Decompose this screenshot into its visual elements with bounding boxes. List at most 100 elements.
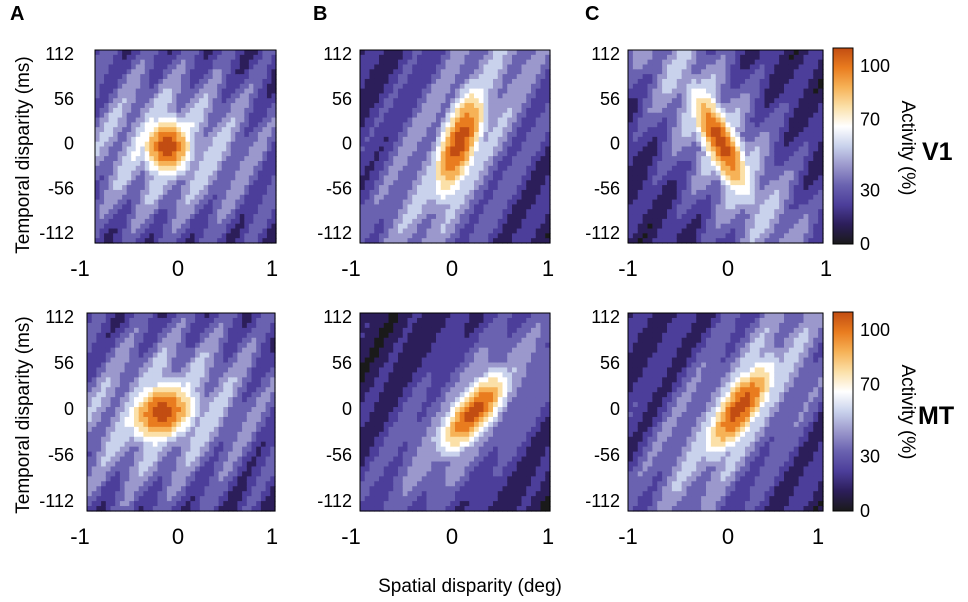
heatmap-cell [808, 59, 814, 66]
heatmap-cell [745, 141, 751, 148]
heatmap-cell [464, 209, 470, 215]
heatmap-cell [686, 199, 692, 205]
heatmap-cell [398, 136, 404, 143]
heatmap-cell [180, 194, 187, 201]
heatmap-cell [99, 112, 105, 119]
heatmap-cell [162, 209, 169, 215]
heatmap-cell [158, 83, 164, 90]
heatmap-cell [507, 127, 513, 133]
heatmap-cell [647, 69, 653, 75]
heatmap-cell [652, 132, 658, 138]
heatmap-cell [545, 175, 551, 181]
heatmap-cell [749, 50, 756, 56]
heatmap-cell [813, 122, 819, 128]
heatmap-cell [126, 175, 132, 181]
heatmap-cell [199, 117, 205, 123]
heatmap-cell [497, 228, 504, 234]
heatmap-cell [417, 156, 423, 162]
heatmap-cell [104, 141, 110, 148]
heatmap-cell [203, 64, 209, 70]
heatmap-cell [113, 117, 119, 123]
heatmap-cell [176, 98, 182, 104]
heatmap-cell [671, 199, 678, 205]
heatmap-cell [244, 156, 250, 162]
heatmap-cell [642, 151, 649, 157]
heatmap-cell [113, 218, 119, 225]
heatmap-cell [450, 112, 456, 119]
heatmap-cell [774, 214, 780, 220]
heatmap-cell [676, 156, 683, 162]
heatmap-cell [266, 64, 273, 70]
heatmap-cell [87, 436, 93, 443]
heatmap-cell [686, 185, 692, 191]
heatmap-cell [681, 141, 688, 148]
heatmap-cell [637, 83, 644, 90]
heatmap-cell [393, 228, 399, 234]
heatmap-cell [108, 117, 114, 123]
heatmap-cell [793, 204, 800, 210]
heatmap-cell [740, 50, 746, 56]
heatmap-cell [153, 218, 159, 225]
heatmap-cell [710, 103, 717, 109]
heatmap-cell [140, 69, 146, 75]
heatmap-cell [230, 160, 236, 167]
heatmap-cell [364, 194, 371, 201]
heatmap-cell [185, 180, 191, 186]
heatmap-cell [540, 78, 546, 85]
heatmap-cell [253, 117, 259, 123]
heatmap-cell [398, 238, 404, 244]
heatmap-cell [450, 59, 456, 66]
heatmap-cell [203, 93, 209, 99]
heatmap-cell [99, 165, 105, 172]
heatmap-cell [360, 209, 366, 215]
heatmap-cell [445, 88, 451, 95]
heatmap-cell [764, 214, 770, 220]
heatmap-cell [735, 127, 741, 133]
heatmap-cell [101, 377, 107, 383]
heatmap-cell [450, 54, 456, 61]
heatmap-cell [262, 107, 268, 114]
heatmap-cell [407, 238, 413, 244]
heatmap-cell [122, 146, 128, 152]
heatmap-cell [455, 141, 461, 148]
heatmap-cell [239, 218, 245, 225]
heatmap-cell [199, 146, 205, 152]
heatmap-cell [398, 112, 404, 119]
heatmap-cell [507, 218, 513, 225]
heatmap-cell [759, 175, 766, 181]
heatmap-cell [681, 175, 688, 181]
heatmap-cell [642, 117, 649, 123]
heatmap-cell [96, 397, 102, 403]
heatmap-cell [398, 117, 404, 123]
heatmap-cell [764, 88, 770, 95]
heatmap-cell [412, 223, 418, 230]
heatmap-cell [647, 103, 653, 109]
heatmap-cell [167, 151, 173, 157]
heatmap-cell [545, 112, 551, 119]
heatmap-cell [126, 50, 132, 56]
heatmap-cell [203, 185, 209, 191]
heatmap-cell [402, 170, 409, 177]
heatmap-cell [108, 209, 114, 215]
heatmap-cell [497, 83, 504, 90]
heatmap-cell [474, 233, 480, 239]
heatmap-cell [158, 69, 164, 75]
heatmap-cell [440, 88, 447, 95]
heatmap-cell [190, 88, 196, 95]
heatmap-cell [383, 83, 390, 90]
heatmap-cell [493, 54, 499, 61]
heatmap-cell [637, 218, 644, 225]
heatmap-cell [257, 78, 264, 85]
heatmap-cell [105, 446, 112, 453]
heatmap-cell [464, 185, 470, 191]
heatmap-cell [725, 228, 731, 234]
heatmap-cell [436, 218, 442, 225]
heatmap-cell [117, 209, 123, 215]
heatmap-cell [740, 189, 746, 196]
heatmap-cell [440, 50, 447, 56]
heatmap-cell [199, 74, 205, 80]
heatmap-cell [117, 98, 123, 104]
heatmap-cell [483, 54, 489, 61]
heatmap-cell [158, 170, 164, 177]
heatmap-cell [531, 141, 537, 148]
